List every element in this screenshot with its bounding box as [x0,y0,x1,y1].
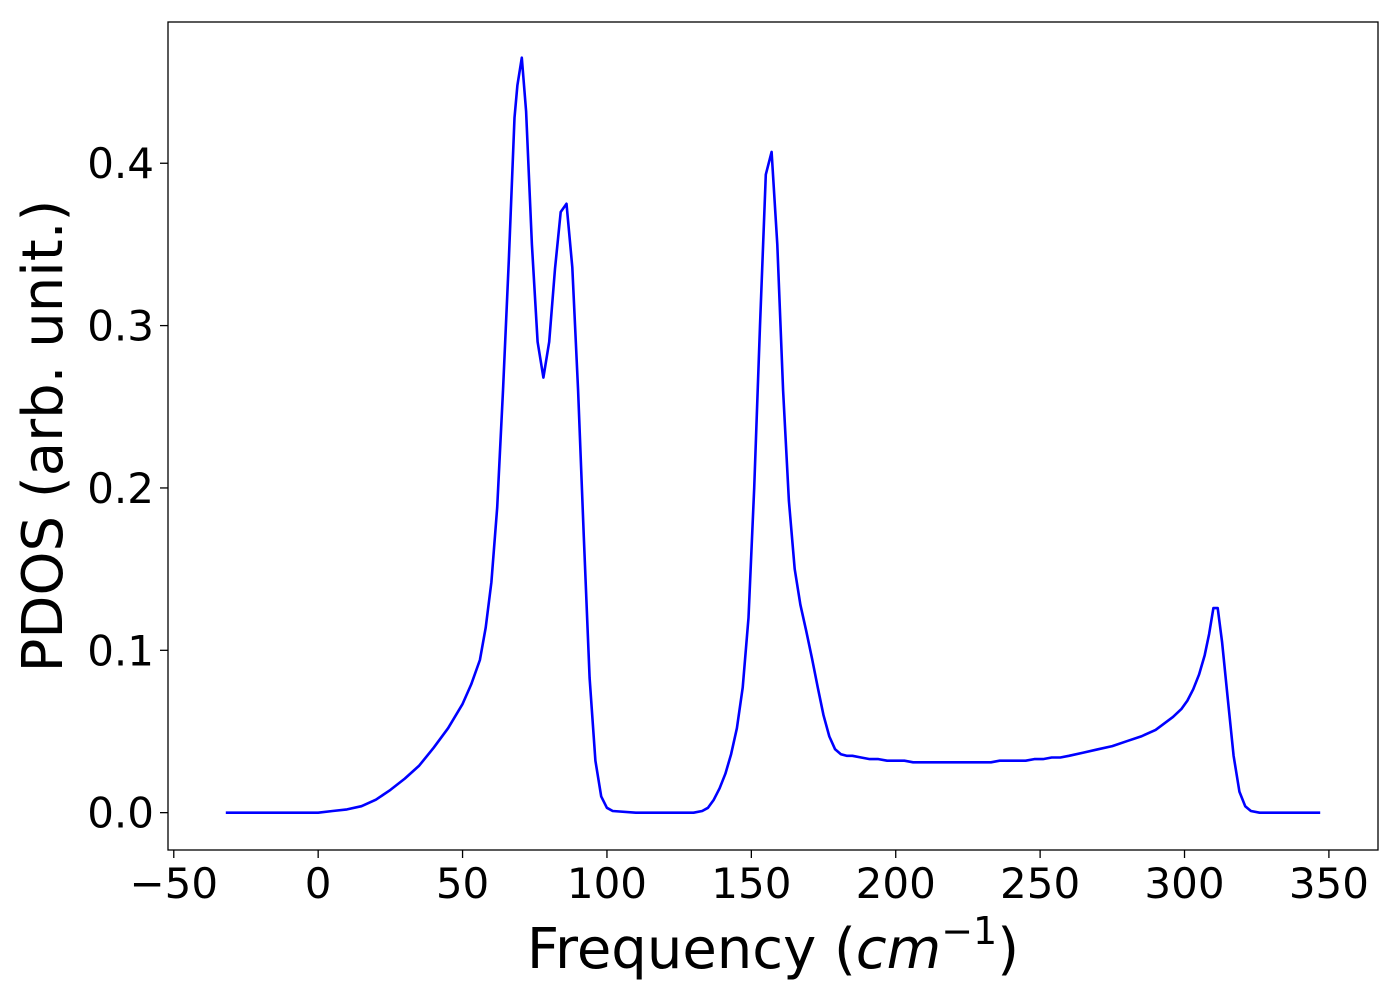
y-tick-label: 0.2 [87,464,154,513]
x-axis-title-prefix: Frequency ( [527,917,856,982]
x-tick-label: −50 [129,859,218,908]
x-tick-label: 150 [711,859,791,908]
x-tick-label: 50 [436,859,489,908]
x-tick-label: 300 [1144,859,1224,908]
x-axis-title: Frequency (cm−1) [527,909,1019,982]
y-axis: 0.0 0.1 0.2 0.3 0.4 [87,139,168,838]
x-axis: −50 0 50 100 150 200 250 300 350 [129,850,1369,908]
x-tick-label: 0 [305,859,332,908]
x-tick-label: 200 [856,859,936,908]
plot-frame [167,21,1379,851]
x-tick-label: 250 [1000,859,1080,908]
plot-area [225,56,1321,815]
y-tick-label: 0.1 [87,626,154,675]
x-axis-title-exponent: −1 [941,909,997,953]
x-tick-label: 100 [567,859,647,908]
y-tick-label: 0.4 [87,139,154,188]
y-axis-title: PDOS (arb. unit.) [11,200,76,673]
y-tick-label: 0.0 [87,789,154,838]
x-axis-title-unit: cm [856,917,941,982]
y-tick-label: 0.3 [87,302,154,351]
x-axis-title-suffix: ) [997,917,1019,982]
pdos-series-line [225,56,1321,815]
x-tick-label: 350 [1289,859,1369,908]
